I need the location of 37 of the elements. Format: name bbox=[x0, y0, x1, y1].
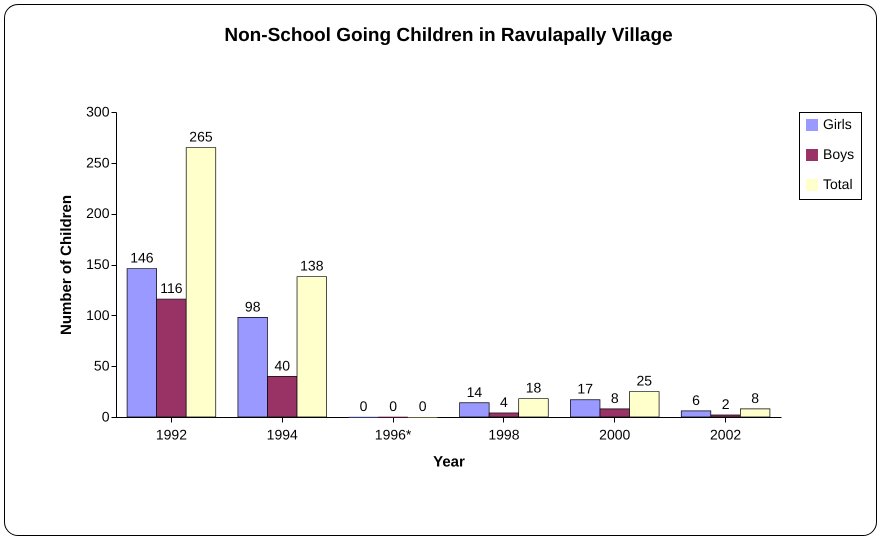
legend-label: Total bbox=[823, 176, 853, 192]
y-tick-label: 300 bbox=[86, 104, 110, 120]
data-label: 40 bbox=[274, 357, 290, 374]
data-label: 8 bbox=[610, 390, 619, 406]
legend-label: Girls bbox=[823, 116, 852, 132]
x-tick-label: 1992 bbox=[156, 426, 188, 442]
chart-title: Non-School Going Children in Ravulapally Village bbox=[224, 25, 673, 46]
data-label: 146 bbox=[130, 250, 154, 266]
data-label: 2 bbox=[722, 396, 730, 412]
data-label: 17 bbox=[577, 380, 594, 397]
data-label: 0 bbox=[389, 398, 398, 414]
data-label: 18 bbox=[526, 380, 542, 396]
y-tick-label: 50 bbox=[94, 358, 110, 374]
data-label: 0 bbox=[418, 398, 427, 414]
y-tick-label: 100 bbox=[86, 306, 110, 323]
data-label: 4 bbox=[500, 394, 508, 410]
x-axis-title: Year bbox=[433, 454, 466, 470]
data-label: 265 bbox=[189, 128, 213, 145]
x-tick-label: 1994 bbox=[266, 426, 298, 442]
data-label: 8 bbox=[751, 390, 760, 406]
x-tick-label: 1996* bbox=[374, 426, 412, 442]
data-label: 98 bbox=[244, 298, 261, 314]
data-label: 0 bbox=[360, 398, 368, 414]
y-tick-label: 250 bbox=[86, 154, 110, 170]
legend-label: Boys bbox=[823, 146, 854, 162]
y-tick-label: 200 bbox=[86, 205, 110, 222]
y-tick-label: 150 bbox=[86, 256, 110, 272]
data-label: 6 bbox=[692, 392, 700, 408]
y-axis-title: Number of Children bbox=[58, 194, 76, 336]
data-label: 25 bbox=[636, 372, 652, 389]
x-tick-label: 2000 bbox=[599, 426, 631, 442]
data-label: 14 bbox=[466, 384, 482, 400]
x-tick-label: 2002 bbox=[710, 426, 742, 442]
data-label: 138 bbox=[300, 258, 324, 274]
data-label: 116 bbox=[160, 280, 183, 296]
y-tick-label: 0 bbox=[102, 408, 110, 424]
x-tick-label: 1998 bbox=[488, 426, 520, 442]
